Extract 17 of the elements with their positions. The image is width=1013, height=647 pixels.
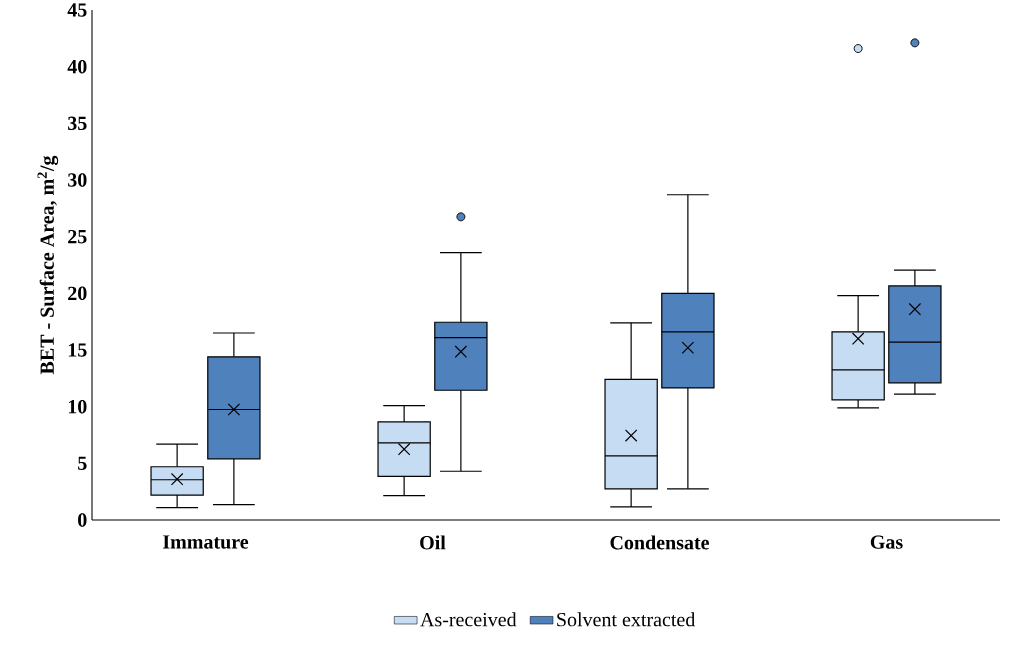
x-tick-label: Condensate: [610, 535, 709, 550]
x-tick-label: Gas: [870, 535, 903, 549]
legend-label: Solvent extracted: [557, 612, 696, 627]
y-tick-label: 20: [68, 286, 87, 301]
y-axis-title: BET - Surface Area, m$^{2}$/g: [37, 155, 59, 375]
y-tick-label: 10: [68, 399, 87, 414]
legend-label: As-received: [420, 612, 517, 627]
y-tick-label: 15: [68, 343, 87, 357]
y-tick-label: 25: [68, 229, 87, 244]
y-tick-label: 0: [78, 513, 87, 527]
y-tick-label: 30: [68, 173, 87, 187]
y-tick-label: 45: [67, 3, 87, 17]
x-tick-label: Immature: [163, 535, 249, 549]
y-tick-label: 35: [68, 116, 87, 131]
y-tick-label: 5: [78, 456, 87, 470]
y-tick-label: 40: [67, 59, 87, 74]
x-tick-label: Oil: [420, 535, 446, 550]
